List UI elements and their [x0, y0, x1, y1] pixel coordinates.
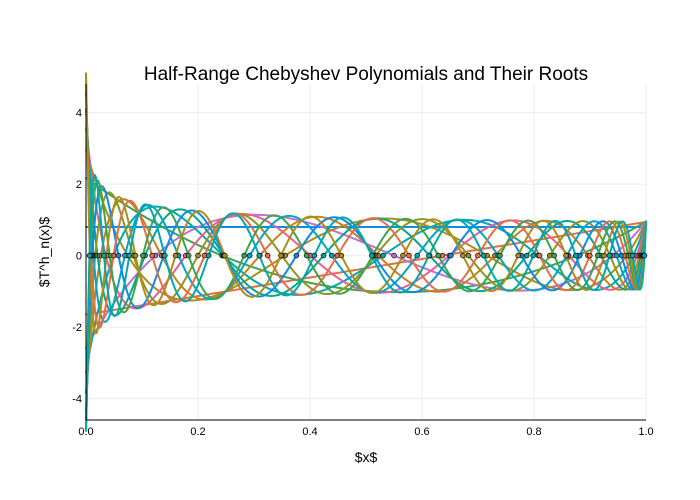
root-marker: [278, 252, 284, 259]
y-tick-label: 0: [76, 251, 82, 263]
x-tick-label: 0.2: [190, 426, 205, 438]
root-marker: [246, 252, 253, 259]
root-marker: [149, 252, 155, 259]
root-marker: [205, 252, 212, 259]
series-lines: [85, 72, 647, 432]
root-marker: [475, 252, 481, 259]
root-marker: [293, 252, 300, 259]
root-marker: [536, 252, 543, 259]
root-marker: [311, 252, 318, 259]
series-line-degree-12: [85, 75, 647, 329]
root-marker: [448, 252, 454, 259]
root-marker: [195, 252, 201, 259]
x-tick-label: 0.8: [526, 426, 541, 438]
root-marker: [126, 252, 133, 259]
root-marker: [101, 252, 107, 259]
root-marker: [338, 252, 345, 259]
root-marker: [606, 252, 613, 259]
root-marker: [368, 252, 375, 259]
series-line-degree-6: [85, 127, 647, 310]
grid: [86, 84, 647, 420]
root-marker: [551, 252, 557, 259]
series-line-degree-10: [85, 91, 647, 323]
x-axis-label: $x$: [355, 449, 378, 465]
root-marker: [629, 252, 636, 259]
root-marker: [426, 252, 432, 259]
root-marker: [594, 252, 601, 259]
root-marker: [162, 252, 168, 259]
root-marker: [497, 252, 503, 259]
x-tick-label: 0.0: [78, 426, 93, 438]
y-tick-label: -4: [72, 394, 82, 406]
root-marker: [380, 252, 386, 259]
root-marker: [115, 252, 122, 259]
root-marker: [601, 252, 607, 259]
root-marker: [391, 252, 397, 259]
root-marker: [613, 252, 620, 259]
root-marker: [515, 252, 521, 259]
root-marker: [222, 252, 228, 259]
root-marker: [460, 252, 466, 259]
tick-labels: 0.0 0.2 0.4 0.6 0.8 1.0 -4 -2 0 2 4: [72, 108, 653, 438]
root-marker: [641, 252, 648, 259]
root-marker: [530, 252, 536, 259]
x-tick-label: 1.0: [638, 426, 653, 438]
root-marker: [256, 252, 263, 259]
root-marker: [172, 252, 179, 259]
root-marker: [241, 252, 247, 259]
root-marker: [465, 252, 472, 259]
chart-title: Half-Range Chebyshev Polynomials and The…: [144, 64, 588, 85]
series-line-degree-15: [85, 174, 647, 432]
root-marker: [406, 252, 412, 259]
root-marker: [328, 252, 335, 259]
axes: [85, 84, 646, 421]
root-marker: [572, 252, 579, 259]
root-marker: [140, 252, 146, 259]
root-marker: [86, 252, 93, 259]
root-marker: [414, 252, 421, 259]
root-marker: [480, 252, 487, 259]
root-marker: [523, 252, 530, 259]
series-line-degree-14: [85, 72, 647, 335]
y-tick-label: 2: [76, 179, 82, 191]
root-marker: [303, 252, 310, 259]
y-tick-label: 4: [76, 108, 82, 120]
root-marker: [400, 252, 406, 259]
root-marker: [264, 252, 271, 259]
x-tick-label: 0.4: [302, 426, 317, 438]
root-marker: [586, 252, 593, 259]
root-markers: [86, 252, 648, 259]
root-marker: [132, 252, 139, 259]
x-tick-label: 0.6: [414, 426, 429, 438]
root-marker: [435, 252, 442, 259]
series-line-degree-13: [85, 179, 647, 432]
root-marker: [563, 252, 569, 259]
y-axis-label: $T^h_n(x)$: [36, 217, 52, 288]
root-marker: [185, 252, 192, 259]
root-marker: [320, 252, 327, 259]
y-tick-label: -2: [72, 322, 82, 334]
